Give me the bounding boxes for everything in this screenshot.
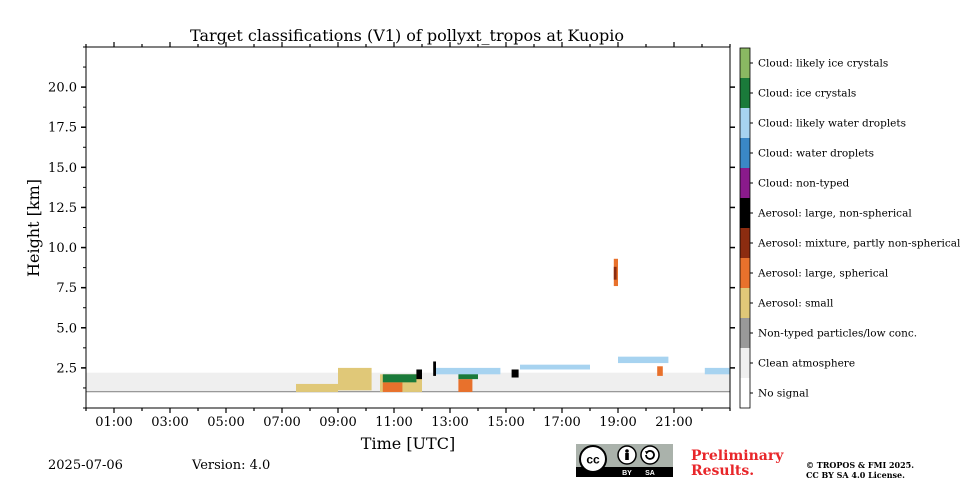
colorbar-swatch [740,318,750,348]
colorbar-swatch [740,378,750,408]
colorbar-label: Cloud: likely water droplets [758,118,906,130]
y-tick-label: 15.0 [48,161,77,176]
colorbar-swatch [740,78,750,108]
x-tick-label: 07:00 [263,415,300,430]
y-tick-label: 12.5 [48,201,77,216]
colorbar-label: Non-typed particles/low conc. [758,328,917,340]
colorbar-label: Aerosol: mixture, partly non-spherical [757,238,960,250]
heatmap-cells [86,259,730,392]
by-text: BY [622,470,632,477]
heatmap-cell [705,368,730,374]
heatmap-cell [520,365,590,370]
x-axis-label: Time [UTC] [361,434,455,453]
figure: Target classifications (V1) of pollyxt_t… [0,0,960,480]
y-tick-label: 20.0 [48,81,77,96]
colorbar-swatch [740,288,750,318]
colorbar-label: Aerosol: small [757,298,834,310]
x-tick-label: 13:00 [431,415,468,430]
colorbar-swatch [740,108,750,138]
preliminary-line-2: Results. [691,464,783,479]
preliminary-line-1: Preliminary [691,449,783,464]
colorbar-label: Cloud: non-typed [758,178,850,190]
x-axis: 01:00 03:00 05:00 07:00 09:00 11:00 13:00 15:00… [86,42,730,430]
cc-text: cc [586,453,600,467]
date-label: 2025-07-06 [48,458,123,473]
sa-text: SA [645,470,655,477]
x-tick-label: 17:00 [543,415,580,430]
colorbar-label: Aerosol: large, non-spherical [757,208,912,220]
y-axis: 2.5 5.0 7.5 10.0 12.5 15.0 17.5 20.0 [48,47,735,408]
plot-frame [86,47,730,408]
colorbar-label: No signal [758,388,809,400]
x-tick-label: 01:00 [95,415,132,430]
cc-license-badge: cc BY SA [576,444,673,477]
heatmap-cell [433,361,436,375]
colorbar-label: Cloud: likely ice crystals [758,58,888,70]
x-tick-label: 15:00 [487,415,524,430]
copyright-notice: © TROPOS & FMI 2025. CC BY SA 4.0 Licens… [806,460,914,480]
heatmap-cell [657,366,663,376]
colorbar-swatch [740,258,750,288]
version-label: Version: 4.0 [192,458,270,473]
copyright-line-1: © TROPOS & FMI 2025. [806,460,914,470]
chart-title: Target classifications (V1) of pollyxt_t… [190,26,624,45]
x-tick-label: 05:00 [207,415,244,430]
heatmap-cell [416,369,422,379]
colorbar-label: Cloud: water droplets [758,148,874,160]
heatmap-cell [512,369,519,377]
x-tick-label: 11:00 [375,415,412,430]
y-axis-label: Height [km] [24,179,43,277]
x-tick-label: 03:00 [151,415,188,430]
x-tick-label: 19:00 [599,415,636,430]
legend-colorbar: No signal Clean atmosphere Non-typed parti… [740,48,960,408]
colorbar-swatch [740,138,750,168]
heatmap-cell [338,368,372,390]
y-tick-label: 5.0 [56,321,77,336]
y-tick-label: 17.5 [48,121,77,136]
y-tick-label: 10.0 [48,241,77,256]
x-tick-label: 21:00 [655,415,692,430]
colorbar-swatch [740,168,750,198]
colorbar-label: Clean atmosphere [758,358,855,370]
heatmap-cell [436,368,500,374]
heatmap-cell [458,379,472,392]
heatmap-cell [614,267,617,280]
colorbar-swatch [740,198,750,228]
colorbar-swatch [740,228,750,258]
sa-icon [641,446,659,464]
heatmap-cell [296,384,338,392]
heatmap-cell [383,382,403,392]
x-tick-label: 09:00 [319,415,356,430]
colorbar-label: Cloud: ice crystals [758,88,856,100]
y-tick-label: 2.5 [56,361,77,376]
preliminary-notice: Preliminary Results. [691,449,783,479]
colorbar-swatch [740,348,750,378]
y-tick-label: 7.5 [56,281,77,296]
heatmap-cell [383,374,417,382]
colorbar-label: Aerosol: large, spherical [757,268,889,280]
heatmap-cell [618,357,668,363]
colorbar-swatch [740,48,750,78]
copyright-line-2: CC BY SA 4.0 License. [806,470,914,480]
